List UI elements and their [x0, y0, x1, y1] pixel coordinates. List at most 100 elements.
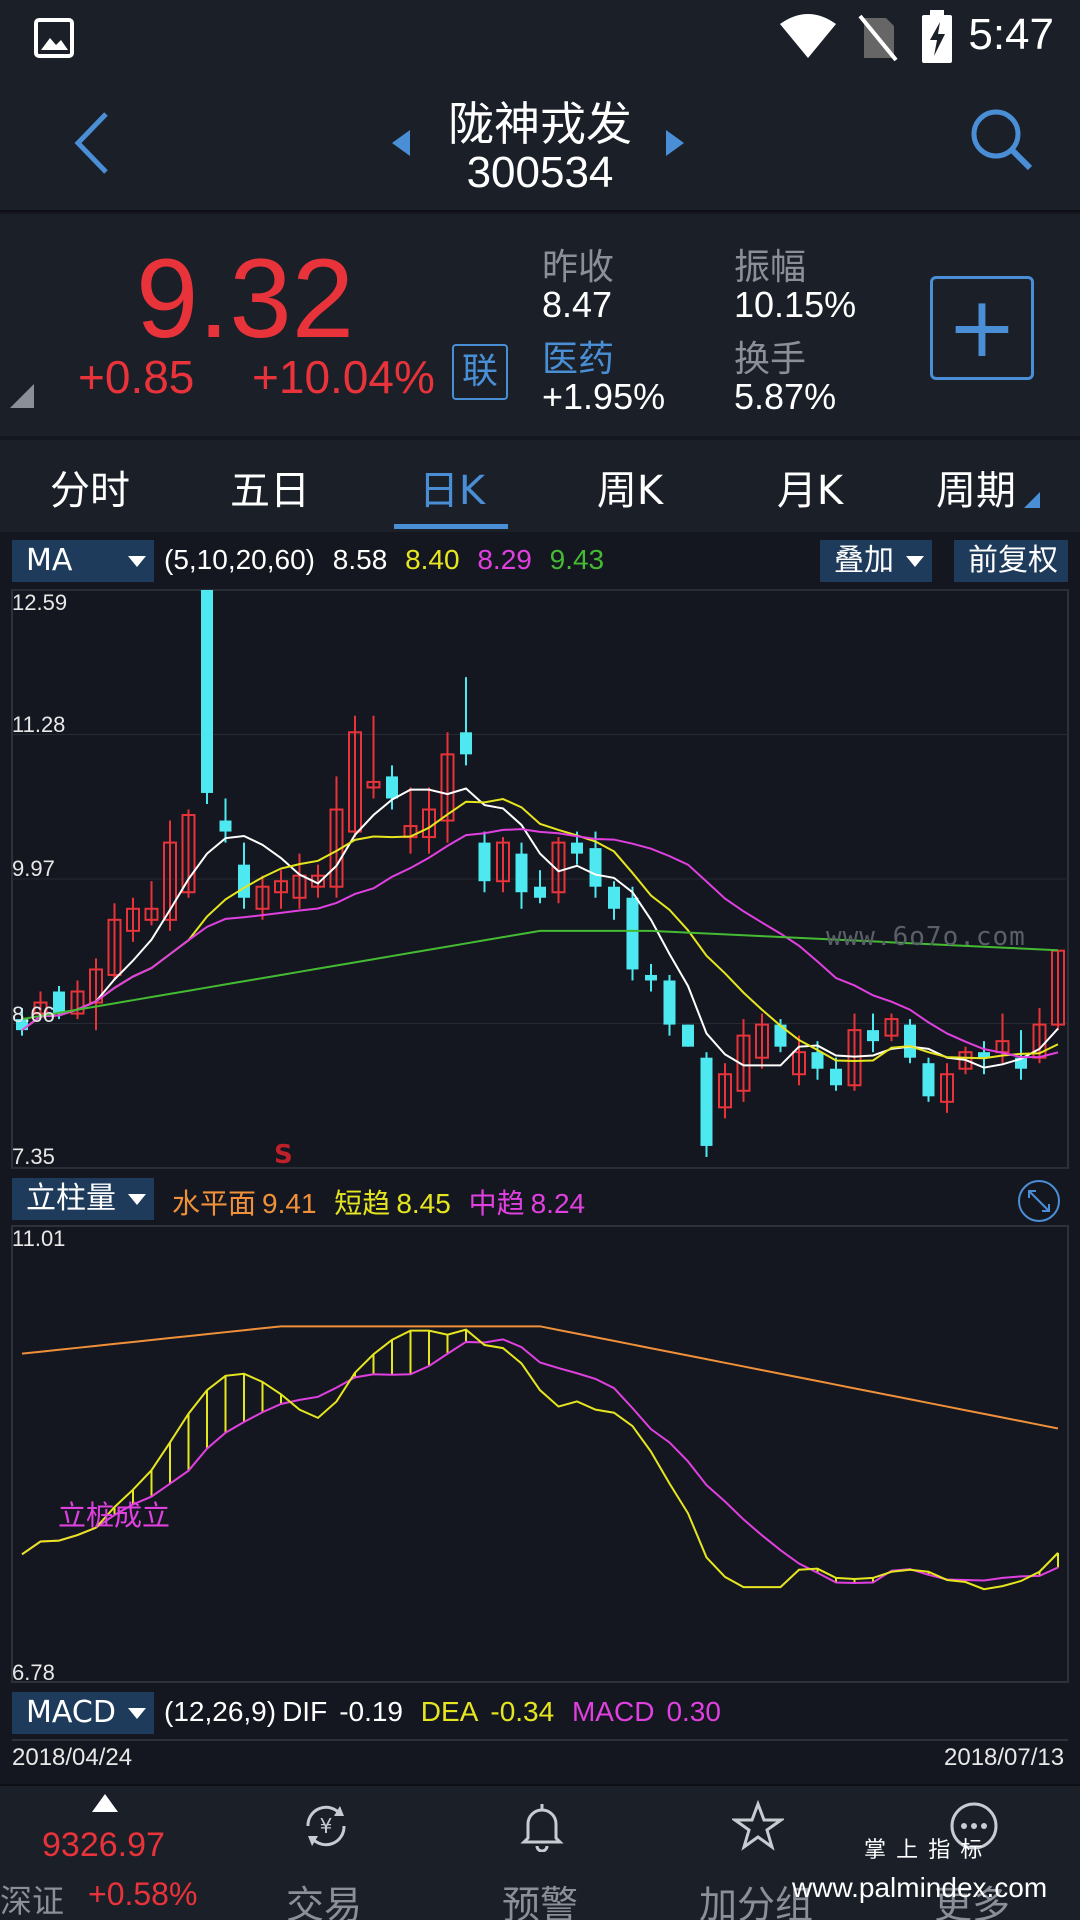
up-arrow-icon: [92, 1794, 118, 1812]
candle-body: [238, 864, 250, 898]
candle-body: [366, 780, 381, 789]
tab-weekly-k[interactable]: 周K: [596, 468, 664, 514]
level-label: 水平面: [172, 1188, 257, 1219]
macd-legend: (12,26,9) DIF -0.19 DEA -0.34 MACD 0.30: [164, 1696, 731, 1728]
amplitude-value: 10.15%: [734, 284, 857, 325]
candle-body: [16, 1019, 28, 1031]
candle-body: [181, 814, 196, 894]
search-icon[interactable]: [968, 106, 1034, 172]
dif-label: DIF: [282, 1696, 328, 1727]
overlay-label: 叠加: [834, 543, 894, 578]
linked-badge[interactable]: 联: [452, 344, 508, 400]
tab-intraday[interactable]: 分时: [50, 468, 130, 514]
current-price: 9.32: [136, 236, 354, 361]
volume-indicator-select[interactable]: 立柱量: [12, 1178, 154, 1220]
candle-body: [755, 1023, 769, 1059]
candle-body: [163, 841, 177, 921]
candle-body: [608, 886, 620, 909]
candle-body: [460, 732, 472, 755]
ma-indicator-label: MA: [26, 543, 73, 578]
back-icon[interactable]: [70, 108, 114, 178]
nav-more[interactable]: 更多: [864, 1786, 1080, 1920]
quote-panel: 9.32 +0.85 +10.04% 联 昨收 8.47 医药 +1.95% 振…: [0, 214, 1080, 436]
vol-y-bottom: 6.78: [12, 1660, 55, 1685]
sector-label[interactable]: 医药: [542, 339, 615, 380]
star-icon: [732, 1800, 784, 1851]
macd-params: (12,26,9): [164, 1696, 277, 1727]
candle-body: [440, 753, 455, 822]
ma10-value: 8.40: [405, 544, 460, 575]
nav-trade[interactable]: ¥ 交易: [216, 1786, 432, 1920]
ma10-line: [21, 797, 1059, 1063]
stock-name: 陇神戎发: [448, 97, 632, 151]
candle-body: [107, 918, 122, 976]
tab-period[interactable]: 周期: [936, 468, 1016, 514]
candle-body: [940, 1073, 954, 1103]
candle-body: [830, 1068, 842, 1086]
candle-body: [33, 1001, 48, 1015]
candle-body: [663, 980, 676, 1025]
overlay-select[interactable]: 叠加: [820, 540, 932, 582]
expand-icon[interactable]: [1016, 1178, 1062, 1224]
macd-indicator-select[interactable]: MACD: [12, 1692, 154, 1734]
candle-body: [626, 897, 639, 970]
nav-trade-label: 交易: [285, 1883, 362, 1920]
sell-signal: S: [274, 1140, 293, 1170]
candle-body: [515, 853, 528, 893]
add-watchlist-button[interactable]: +: [930, 276, 1034, 380]
no-sim-icon: [858, 14, 898, 62]
ma-indicator-select[interactable]: MA: [12, 540, 154, 582]
chevron-down-icon: [906, 556, 924, 567]
index-change: +0.58%: [88, 1876, 198, 1912]
candle-body: [718, 1073, 732, 1109]
period-dropdown-icon: [1024, 492, 1040, 508]
svg-text:¥: ¥: [320, 1814, 333, 1838]
candle-body: [736, 1034, 751, 1092]
candle-body: [571, 842, 583, 854]
price-change-pct: +10.04%: [252, 351, 435, 403]
vol-y-top: 11.01: [12, 1226, 66, 1251]
tab-five-day[interactable]: 五日: [230, 468, 310, 514]
level-value: 9.41: [262, 1188, 317, 1219]
chevron-down-icon: [128, 1708, 146, 1719]
short-trend-label: 短趋: [334, 1188, 391, 1219]
candle-body: [700, 1057, 713, 1146]
next-stock-icon[interactable]: [664, 128, 686, 158]
adjust-button[interactable]: 前复权: [954, 540, 1068, 582]
ma20-value: 8.29: [477, 544, 532, 575]
bell-icon: [520, 1804, 564, 1852]
corner-triangle-icon: [10, 384, 34, 408]
tab-daily-k[interactable]: 日K: [418, 468, 486, 514]
ma-params: (5,10,20,60): [164, 544, 315, 575]
y-tick-3: 8.66: [12, 1002, 55, 1027]
candle-body: [792, 1051, 806, 1076]
candle-body: [922, 1063, 935, 1097]
volume-indicator-label: 立柱量: [26, 1181, 116, 1216]
mid-trend-line: [21, 1338, 1059, 1585]
candle-body: [645, 974, 657, 981]
candle-body: [958, 1051, 973, 1070]
index-ticker[interactable]: 9326.97 深证 +0.58%: [0, 1786, 216, 1920]
prev-stock-icon[interactable]: [390, 128, 412, 158]
candle-body: [884, 1018, 899, 1037]
candle-body: [53, 991, 65, 1014]
turnover-value: 5.87%: [734, 376, 837, 417]
candle-body: [1015, 1057, 1027, 1069]
pile-signal-text: 立桩成立: [58, 1499, 171, 1532]
prev-close-value: 8.47: [542, 284, 613, 325]
dif-value: -0.19: [339, 1696, 404, 1727]
active-tab-indicator: [394, 524, 508, 529]
nav-add-group-label: 加分组: [698, 1883, 813, 1920]
price-change: +0.85: [78, 351, 195, 403]
tab-monthly-k[interactable]: 月K: [776, 468, 844, 514]
nav-add-group[interactable]: 加分组: [648, 1786, 864, 1920]
nav-alert[interactable]: 预警: [432, 1786, 648, 1920]
candle-body: [774, 1024, 787, 1047]
mid-trend-value: 8.24: [530, 1188, 586, 1219]
prev-close-label: 昨收: [542, 247, 615, 288]
short-trend-value: 8.45: [396, 1188, 451, 1219]
candle-body: [70, 990, 85, 1015]
candle-body: [589, 848, 602, 887]
candle-body: [551, 841, 566, 894]
status-time: 5:47: [968, 10, 1054, 59]
